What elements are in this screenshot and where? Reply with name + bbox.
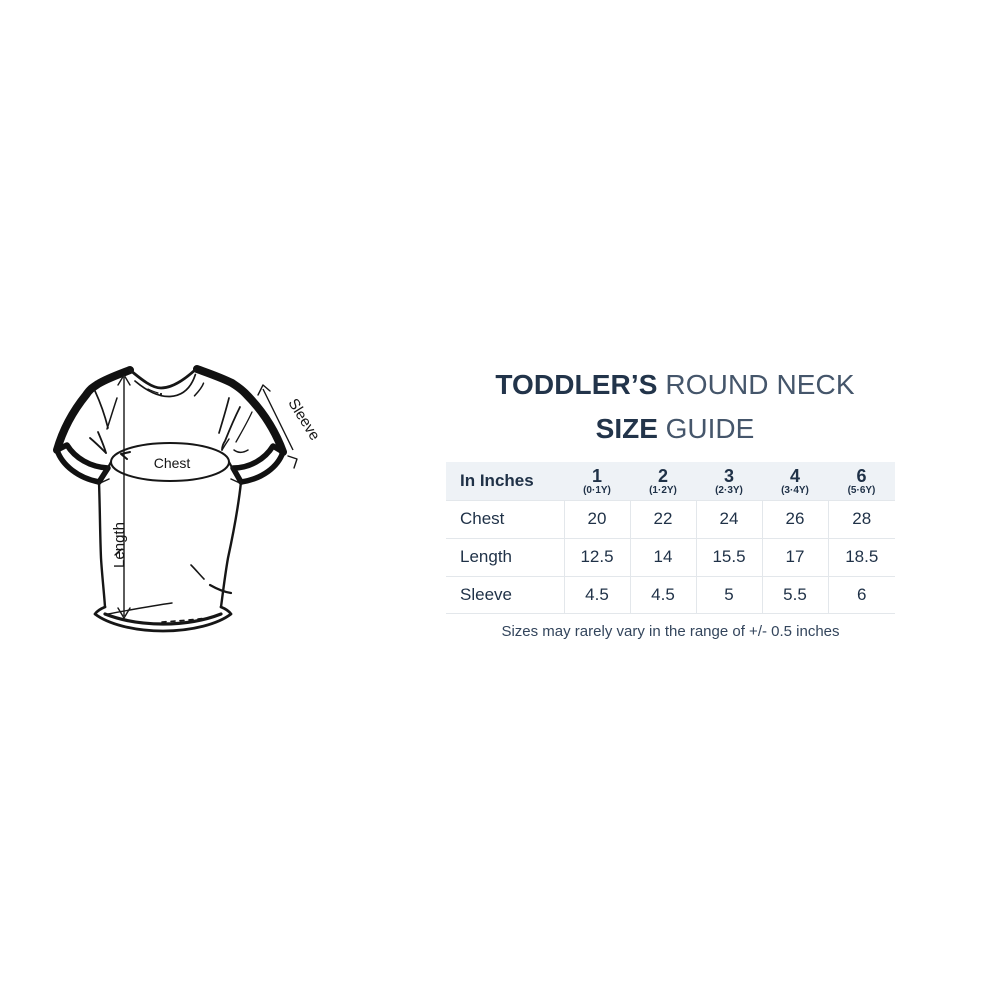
- svg-text:Chest: Chest: [154, 455, 191, 471]
- svg-text:Length: Length: [111, 522, 128, 568]
- svg-text:Sleeve: Sleeve: [284, 396, 323, 444]
